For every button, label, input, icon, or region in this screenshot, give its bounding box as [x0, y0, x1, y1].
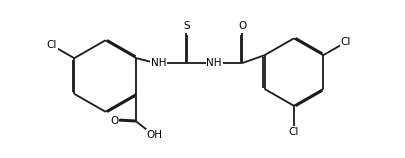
Text: O: O: [110, 116, 118, 126]
Text: Cl: Cl: [288, 127, 298, 137]
Text: NH: NH: [150, 58, 166, 68]
Text: S: S: [183, 21, 189, 31]
Text: O: O: [237, 21, 245, 31]
Text: Cl: Cl: [47, 40, 57, 50]
Text: Cl: Cl: [340, 37, 350, 47]
Text: NH: NH: [206, 58, 222, 68]
Text: OH: OH: [146, 130, 162, 140]
